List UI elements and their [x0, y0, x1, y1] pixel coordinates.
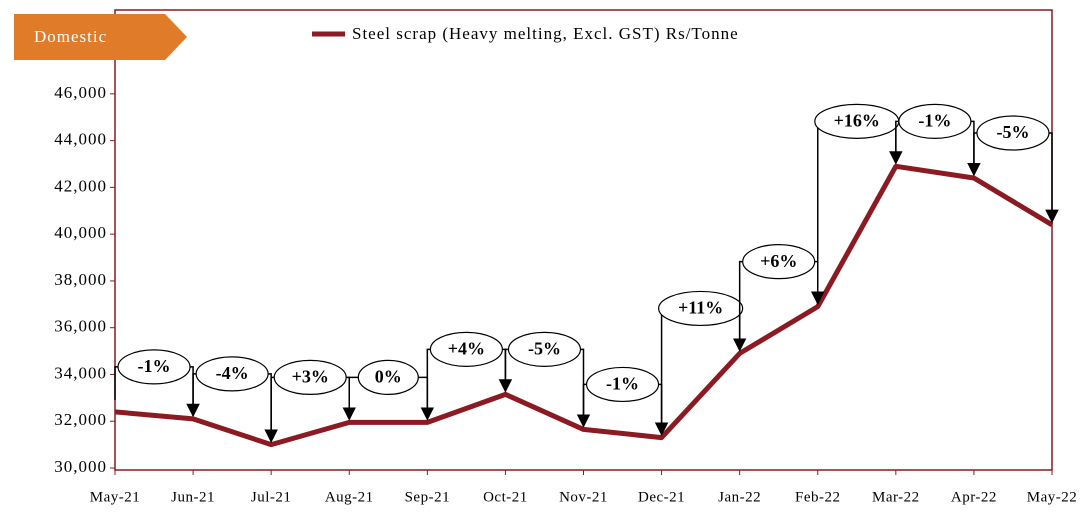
- x-tick-label: Sep-21: [405, 489, 451, 505]
- x-tick-label: Dec-21: [638, 489, 685, 505]
- annotation-bubble: [658, 290, 744, 327]
- annotation-bubble: [273, 359, 347, 395]
- annotation-bubble: [357, 359, 419, 395]
- annotation-label: -5%: [996, 122, 1029, 142]
- annotation-bubble: [742, 244, 816, 280]
- annotation-label: +6%: [760, 251, 797, 271]
- x-tick-label: Mar-22: [872, 489, 920, 505]
- badge-label: Domestic: [34, 27, 107, 46]
- annotation-label: +16%: [834, 110, 880, 130]
- annotation-label: 0%: [375, 367, 402, 387]
- legend-label: Steel scrap (Heavy melting, Excl. GST) R…: [352, 24, 739, 43]
- y-tick-label: 42,000: [54, 176, 107, 195]
- annotation-bubble: [507, 331, 582, 367]
- annotation-label: -4%: [216, 363, 249, 383]
- x-tick-label: Feb-22: [795, 489, 841, 505]
- x-tick-label: May-22: [1027, 489, 1078, 505]
- annotation-label: -1%: [138, 356, 171, 376]
- x-tick-label: Nov-21: [559, 489, 608, 505]
- x-tick-label: Oct-21: [483, 489, 528, 505]
- annotation-bubble: [976, 115, 1050, 151]
- annotation-bubble: [898, 103, 972, 139]
- series-line: [114, 163, 1054, 448]
- annotation-label: +11%: [678, 298, 723, 318]
- annotation-bubble: [429, 331, 503, 367]
- annotation-label: -5%: [528, 338, 561, 358]
- y-tick-label: 34,000: [54, 363, 107, 382]
- x-tick-label: Aug-21: [325, 489, 374, 505]
- x-tick-label: Apr-22: [951, 489, 997, 505]
- badge: [14, 14, 187, 60]
- x-tick-label: May-21: [90, 489, 141, 505]
- y-tick-label: 40,000: [54, 223, 107, 242]
- annotation-label: -1%: [606, 374, 639, 394]
- annotation-bubble: [195, 356, 269, 392]
- y-tick-label: 30,000: [54, 457, 107, 476]
- y-tick-label: 46,000: [54, 83, 107, 102]
- annotation-bubble: [585, 366, 660, 403]
- y-tick-label: 44,000: [54, 130, 107, 149]
- y-tick-label: 38,000: [54, 270, 107, 289]
- y-tick-label: 36,000: [54, 317, 107, 336]
- annotation-label: +3%: [292, 367, 329, 387]
- y-tick-label: 32,000: [54, 410, 107, 429]
- x-tick-label: Jul-21: [251, 489, 292, 505]
- x-tick-label: Jan-22: [718, 489, 761, 505]
- x-tick-label: Jun-21: [171, 489, 215, 505]
- annotation-bracket: [817, 120, 903, 295]
- annotation-label: +4%: [448, 338, 485, 358]
- annotation-bubble: [117, 349, 191, 385]
- annotation-label: -1%: [918, 110, 951, 130]
